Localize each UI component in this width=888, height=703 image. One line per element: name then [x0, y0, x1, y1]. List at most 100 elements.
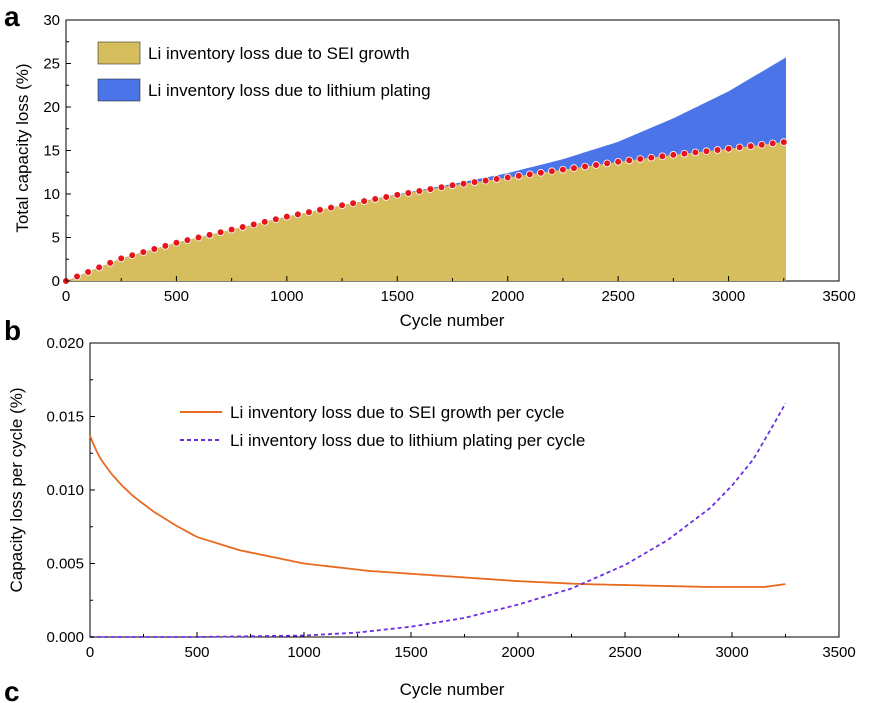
marker-dot: [161, 242, 170, 250]
marker-dot: [537, 168, 545, 177]
marker-dot: [603, 159, 611, 168]
marker-dot: [481, 176, 490, 185]
chart-a-y-axis-title: Total capacity loss (%): [13, 63, 32, 232]
chart-a-x-tick-label: 2500: [601, 288, 634, 305]
marker-dot: [746, 142, 755, 150]
marker-dot: [305, 208, 313, 216]
chart-a-y-tick-label: 10: [43, 186, 60, 203]
marker-dot: [393, 191, 402, 199]
chart-a-y-ticks: 0 5 10 15 20 25 30: [43, 12, 71, 290]
chart-a-x-tick-label: 0: [62, 288, 70, 305]
marker-dot: [625, 156, 633, 165]
marker-dot: [272, 215, 280, 224]
chart-b: 0 500 1000 1500 2000 2500 3000 3500 0.0000.0050…: [7, 335, 856, 699]
chart-b-y-tick-label: 0.010: [46, 482, 84, 499]
marker-dot: [216, 228, 225, 237]
marker-dot: [669, 151, 678, 159]
marker-dot: [768, 139, 777, 148]
marker-dot: [260, 218, 269, 226]
marker-dot: [283, 212, 291, 221]
marker-dot: [128, 251, 137, 260]
chart-a-y-tick-label: 15: [43, 143, 60, 160]
marker-dot: [84, 268, 92, 276]
area-sei-growth: [66, 141, 786, 281]
marker-dot: [139, 248, 148, 256]
chart-b-y-ticks: 0.000 0.005 0.010 0.015 0.020: [46, 335, 95, 646]
marker-dot: [360, 197, 368, 205]
chart-a-y-tick-label: 0: [52, 273, 60, 290]
chart-a-y-tick-label: 20: [43, 99, 60, 116]
legend-swatch-plating: [97, 78, 141, 102]
marker-dot: [525, 170, 534, 179]
marker-dot: [514, 172, 523, 180]
chart-a-y-tick-label: 5: [52, 230, 60, 247]
chart-a-x-tick-label: 1000: [270, 288, 303, 305]
chart-b-x-tick-label: 2500: [608, 644, 641, 661]
marker-dot: [548, 167, 556, 176]
chart-a-y-tick-label: 30: [43, 12, 60, 29]
chart-b-y-tick-label: 0.020: [46, 335, 84, 352]
legend-label-sei-per-cycle: Li inventory loss due to SEI growth per …: [230, 403, 565, 422]
panel-letter-b: b: [4, 315, 21, 346]
chart-a-markers: [62, 138, 788, 285]
marker-dot: [779, 138, 788, 146]
chart-a-x-tick-label: 500: [164, 288, 189, 305]
chart-a-x-ticks: 0 500 1000 1500 2000 2500 3000 3500: [62, 276, 856, 305]
chart-b-y-tick-label: 0.015: [46, 409, 84, 426]
marker-dot: [570, 164, 578, 172]
chart-b-y-tick-label: 0.000: [46, 629, 84, 646]
marker-dot: [349, 199, 357, 208]
marker-dot: [415, 187, 424, 195]
marker-dot: [338, 201, 346, 210]
chart-a-x-axis-title: Cycle number: [400, 311, 505, 330]
marker-dot: [426, 185, 435, 193]
marker-dot: [680, 149, 689, 158]
chart-a-y-tick-label: 25: [43, 56, 60, 73]
marker-dot: [194, 233, 203, 242]
chart-b-x-tick-label: 2000: [501, 644, 534, 661]
chart-b-y-axis-title: Capacity loss per cycle (%): [7, 387, 26, 592]
marker-dot: [448, 181, 457, 190]
marker-dot: [95, 263, 103, 272]
marker-dot: [724, 144, 733, 153]
marker-dot: [382, 193, 391, 201]
marker-dot: [227, 225, 236, 234]
chart-a-x-tick-label: 2000: [491, 288, 524, 305]
marker-dot: [492, 175, 501, 183]
chart-b-x-tick-label: 3000: [715, 644, 748, 661]
line-lithium-plating-per-cycle: [90, 402, 787, 638]
line-sei-growth-per-cycle: [89, 435, 786, 588]
chart-b-lines: [89, 402, 787, 638]
legend-swatch-sei: [97, 41, 141, 65]
chart-b-x-tick-label: 500: [184, 644, 209, 661]
chart-b-x-ticks: 0 500 1000 1500 2000 2500 3000 3500: [86, 632, 856, 661]
marker-dot: [316, 206, 324, 214]
chart-a-areas: [66, 57, 786, 281]
marker-dot: [404, 189, 413, 197]
marker-dot: [238, 223, 247, 231]
marker-dot: [691, 148, 700, 157]
marker-dot: [117, 254, 126, 263]
marker-dot: [614, 158, 622, 166]
marker-dot: [106, 259, 114, 267]
marker-dot: [647, 153, 656, 162]
marker-dot: [172, 238, 181, 247]
marker-dot: [581, 162, 589, 171]
marker-dot: [592, 161, 600, 169]
marker-dot: [294, 210, 302, 219]
chart-b-y-tick-label: 0.005: [46, 556, 84, 573]
marker-dot: [636, 155, 645, 163]
chart-b-x-tick-label: 0: [86, 644, 94, 661]
marker-dot: [713, 146, 722, 154]
marker-dot: [437, 183, 446, 192]
chart-a-legend: Li inventory loss due to SEI growth Li i…: [97, 41, 431, 102]
legend-label-plating-per-cycle: Li inventory loss due to lithium plating…: [230, 431, 585, 450]
marker-dot: [73, 272, 81, 281]
marker-dot: [150, 245, 159, 253]
chart-a-x-tick-label: 1500: [381, 288, 414, 305]
panel-letter-a: a: [4, 1, 20, 32]
marker-dot: [503, 173, 512, 182]
chart-a-x-tick-label: 3000: [712, 288, 745, 305]
chart-b-x-tick-label: 3500: [822, 644, 855, 661]
